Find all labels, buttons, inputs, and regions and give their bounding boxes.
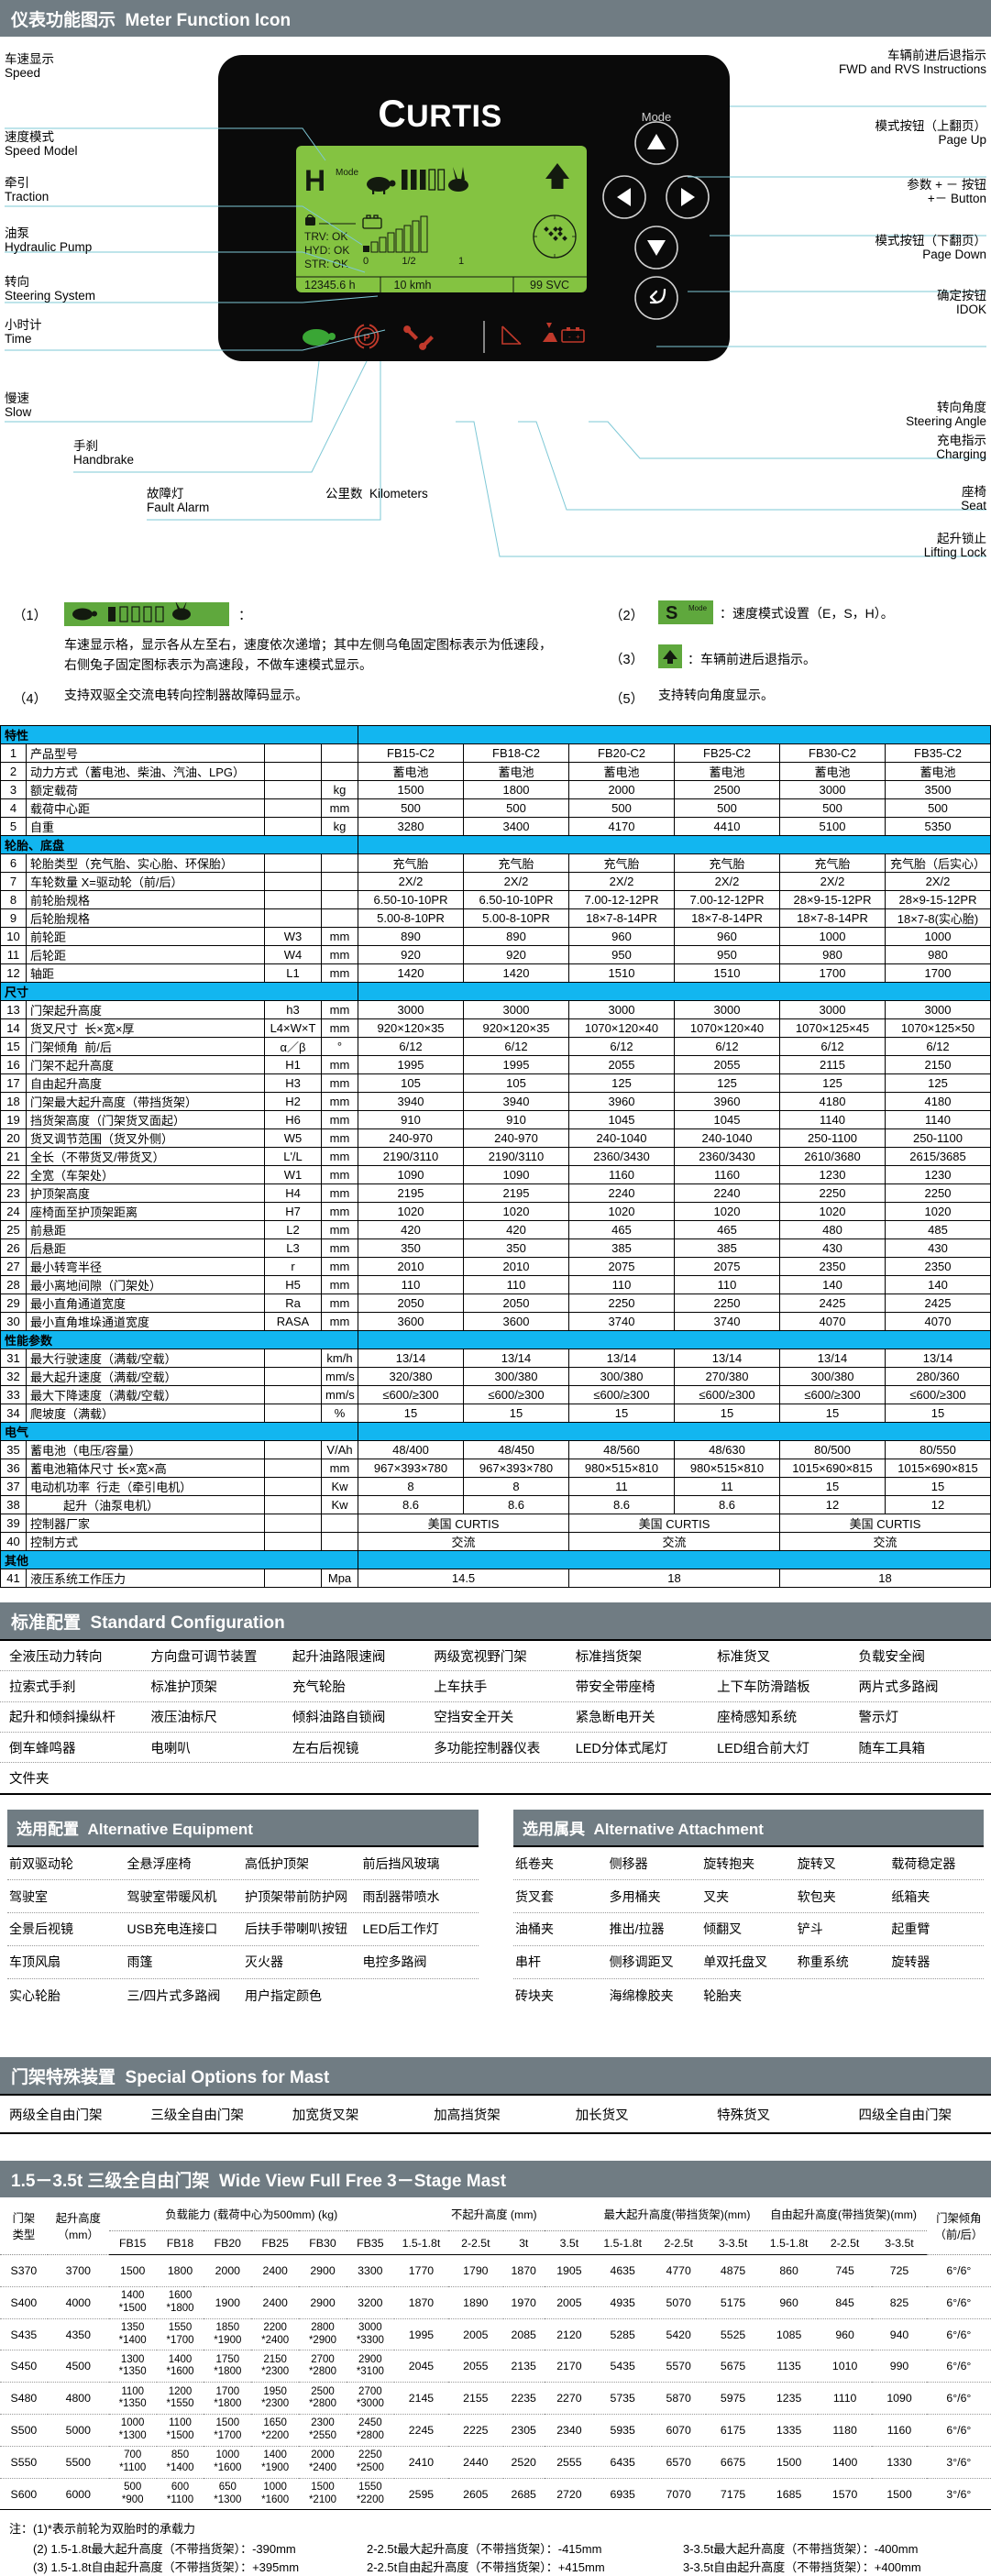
svg-text:99 SVC: 99 SVC <box>530 279 569 292</box>
svg-text:H: H <box>304 164 325 197</box>
svg-text:CURTIS: CURTIS <box>378 92 501 135</box>
svg-text:1/2: 1/2 <box>402 256 415 267</box>
svg-text:+: + <box>576 333 580 341</box>
svg-text:-: - <box>568 333 571 341</box>
svg-text:S: S <box>666 603 677 623</box>
svg-text:1: 1 <box>458 256 464 267</box>
svg-text:TRV: OK: TRV: OK <box>304 230 347 243</box>
svg-text:Mode: Mode <box>336 168 358 178</box>
svg-text:Mode: Mode <box>688 604 708 612</box>
svg-text:0: 0 <box>363 256 369 267</box>
svg-text:10 kmh: 10 kmh <box>394 279 432 292</box>
svg-text:12345.6 h: 12345.6 h <box>304 279 356 292</box>
